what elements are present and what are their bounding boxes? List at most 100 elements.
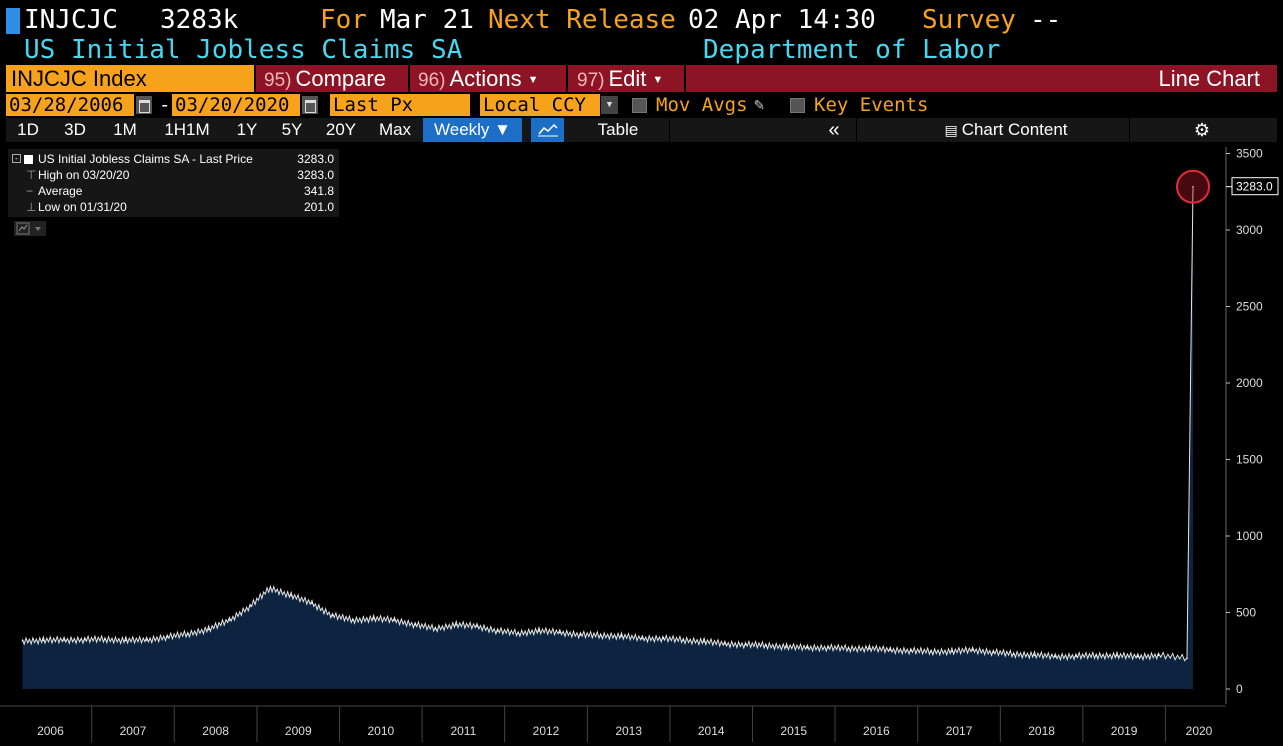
mov-avgs-checkbox[interactable] — [632, 98, 647, 113]
data-point — [496, 630, 499, 632]
data-point — [372, 617, 375, 620]
y-tick-label: 1500 — [1236, 453, 1263, 467]
y-tick-label: 0 — [1236, 682, 1243, 696]
data-point — [104, 638, 106, 641]
data-point — [744, 643, 747, 646]
y-tick-label: 3500 — [1236, 147, 1263, 161]
data-point — [1095, 654, 1098, 657]
cursor-block — [6, 8, 20, 34]
compare-button[interactable]: 95) Compare — [264, 65, 408, 92]
y-tick-label: 2500 — [1236, 300, 1263, 314]
x-tick-label: 2009 — [285, 724, 312, 738]
data-point — [1192, 185, 1194, 188]
chart-type-button[interactable]: Line Chart — [1158, 65, 1260, 92]
chart-area[interactable]: 0 500 1000 1500 2000 2500 3000 3500 3283.0 2006 20… — [0, 143, 1283, 746]
x-tick-label: 2016 — [863, 724, 890, 738]
chart-type-label: Line Chart — [1158, 66, 1260, 91]
data-point — [971, 649, 974, 651]
period-1m[interactable]: 1M — [113, 120, 137, 139]
x-tick-label: 2013 — [615, 724, 642, 738]
data-point — [125, 639, 127, 642]
for-date: Mar 21 — [380, 5, 474, 35]
x-tick-label: 2020 — [1186, 724, 1213, 738]
dropdown-arrow-icon[interactable]: ▼ — [601, 96, 618, 114]
last-value-highlight — [1176, 169, 1210, 204]
calendar-icon[interactable] — [302, 96, 318, 114]
period-1d[interactable]: 1D — [17, 120, 39, 139]
period-1y[interactable]: 1Y — [236, 120, 258, 139]
period-5y[interactable]: 5Y — [281, 120, 303, 139]
date-separator: - — [159, 94, 171, 116]
data-point — [992, 651, 995, 654]
data-point — [765, 644, 767, 647]
high-marker-icon: ⊤ — [26, 168, 37, 182]
actions-button[interactable]: 96) Actions ▼ — [418, 65, 568, 92]
legend-low-row: ⊥ Low on 01/31/20 201.0 — [8, 199, 339, 215]
data-point — [311, 602, 313, 605]
divider — [669, 118, 670, 142]
frequency-selector[interactable]: Weekly ▼ — [423, 118, 522, 142]
legend-average-row: − Average 341.8 — [8, 183, 339, 199]
collapse-icon[interactable]: - — [12, 154, 21, 163]
divider — [856, 118, 857, 142]
end-date-field[interactable]: 03/20/2020 — [172, 94, 300, 116]
x-tick-label: 2015 — [780, 724, 807, 738]
field-selector[interactable]: Last Px — [330, 94, 470, 116]
data-point — [724, 643, 726, 645]
data-point — [930, 650, 932, 653]
data-point — [393, 619, 396, 621]
legend-high-row: ⊤ High on 03/20/20 3283.0 — [8, 167, 339, 183]
y-tick-label: 3000 — [1236, 223, 1263, 237]
y-tick-label: 2000 — [1236, 376, 1263, 390]
edit-button[interactable]: 97) Edit ▼ — [577, 65, 685, 92]
plot-group: 0 500 1000 1500 2000 2500 3000 3500 3283.0 2006 20… — [0, 147, 1279, 742]
next-release-label: Next Release — [488, 5, 676, 35]
line-chart-icon[interactable] — [531, 118, 564, 142]
survey-label: Survey — [922, 5, 1016, 35]
series-name: US Initial Jobless Claims SA — [24, 35, 463, 65]
legend-series-name: US Initial Jobless Claims SA - Last Pric… — [38, 152, 253, 166]
actions-label: Actions — [449, 66, 522, 91]
data-point — [249, 605, 251, 608]
chart-content-button[interactable]: ▤ Chart Content — [906, 118, 1106, 142]
data-point — [187, 633, 189, 635]
gear-icon[interactable]: ⚙ — [1193, 120, 1211, 140]
currency-selector[interactable]: Local CCY — [480, 94, 600, 116]
caret-down-icon: ▼ — [652, 74, 664, 86]
data-point — [538, 630, 540, 632]
security-field[interactable]: INJCJC Index — [6, 65, 254, 92]
period-1h1m[interactable]: 1H1M — [164, 120, 210, 139]
period-max[interactable]: Max — [378, 120, 412, 139]
pencil-icon[interactable]: ✎ — [754, 95, 765, 115]
legend-options-button[interactable] — [14, 221, 46, 236]
key-events-checkbox[interactable] — [790, 98, 805, 113]
data-point — [703, 640, 705, 643]
data-point — [414, 623, 416, 626]
period-20y[interactable]: 20Y — [325, 120, 357, 139]
divider — [1129, 118, 1130, 142]
table-button[interactable]: Table — [597, 120, 639, 139]
start-date-field[interactable]: 03/28/2006 — [6, 94, 134, 116]
chart-legend: - US Initial Jobless Claims SA - Last Pr… — [8, 149, 339, 217]
data-point — [785, 646, 788, 648]
data-point — [868, 647, 871, 650]
data-point — [1012, 653, 1015, 655]
period-3d[interactable]: 3D — [64, 120, 86, 139]
double-chevron-left-icon[interactable]: « — [828, 119, 840, 141]
data-point — [207, 628, 210, 631]
data-point — [1054, 655, 1057, 658]
divider — [684, 65, 686, 92]
data-point — [599, 634, 602, 637]
data-point — [83, 638, 86, 641]
x-tick-label: 2014 — [698, 724, 725, 738]
x-tick-label: 2012 — [533, 724, 560, 738]
actions-number: 96) — [418, 70, 446, 91]
data-point — [682, 639, 685, 641]
calendar-icon[interactable] — [136, 96, 152, 114]
data-point — [847, 647, 850, 650]
headline-value: 3283k — [160, 5, 239, 35]
data-point — [352, 619, 354, 621]
data-point — [662, 637, 664, 640]
data-point — [269, 587, 272, 589]
edit-label: Edit — [608, 66, 647, 91]
